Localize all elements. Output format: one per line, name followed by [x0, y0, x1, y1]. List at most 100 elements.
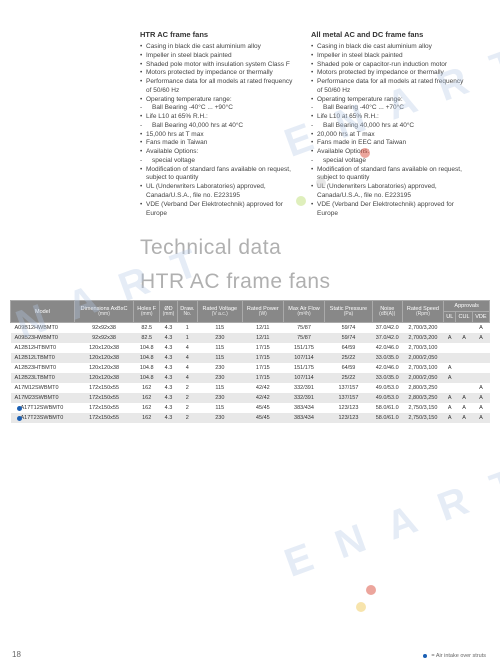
table-cell: 49.0/53.0 [372, 393, 402, 403]
table-row: A17T23SWBMT0172x150x551624.3223045/45383… [11, 413, 490, 423]
watermark: E N A R T [279, 458, 500, 586]
table-cell: A12B23LTBMT0 [11, 373, 75, 383]
table-cell [472, 373, 489, 383]
table-row: A17M12SWBMT0172x150x551624.3211542/42332… [11, 383, 490, 393]
th: UL [444, 312, 456, 323]
table-cell: A [472, 333, 489, 343]
table-cell: 162 [134, 403, 160, 413]
specs-item: Impeller in steel black painted [311, 52, 470, 61]
table-cell: 42/42 [242, 383, 283, 393]
table-cell: 45/45 [242, 403, 283, 413]
specs-item: Ball Bearing 40,000 hrs at 40°C [311, 122, 470, 131]
table-cell: 58.0/61.0 [372, 413, 402, 423]
table-cell: 230 [197, 393, 242, 403]
specs-item: Fans made in Taiwan [140, 139, 299, 148]
table-cell: 42/42 [242, 393, 283, 403]
table-cell: 2,800/3,250 [402, 383, 444, 393]
table-cell: 120x120x38 [74, 353, 133, 363]
th: Max Air Flow(m³/h) [284, 301, 325, 323]
table-cell: A [444, 413, 456, 423]
specs-item: Casing in black die cast aluminium alloy [140, 43, 299, 52]
legend-dot-icon [423, 654, 427, 658]
specs-item: Ball Bearing 40,000 hrs at 40°C [140, 122, 299, 131]
table-cell: 45/45 [242, 413, 283, 423]
table-cell: 4 [177, 343, 197, 353]
table-cell: A [456, 413, 473, 423]
specs-list-left: Casing in black die cast aluminium alloy… [140, 43, 299, 218]
specs-item: Ball Bearing -40°C ... +90°C [140, 104, 299, 113]
table-cell: 4.3 [160, 343, 177, 353]
table-cell: 172x150x55 [74, 413, 133, 423]
table-row: A09B12HWBMT092x92x3882.54.3111512/1175/8… [11, 323, 490, 334]
th: Rated Voltage(V a.c.) [197, 301, 242, 323]
table-cell: A [456, 333, 473, 343]
table-cell: 58.0/61.0 [372, 403, 402, 413]
specs-item: Life L10 at 65% R.H.: [140, 113, 299, 122]
section-title-2: HTR AC frame fans [0, 262, 500, 296]
th: VDE [472, 312, 489, 323]
table-cell: A [472, 403, 489, 413]
table-cell: 2,700/3,100 [402, 363, 444, 373]
table-cell: A [472, 413, 489, 423]
table-cell: 17/15 [242, 373, 283, 383]
table-cell [472, 363, 489, 373]
decorative-dot [366, 585, 376, 595]
table-cell: 120x120x38 [74, 343, 133, 353]
table-cell: 230 [197, 373, 242, 383]
specs-item: Performance data for all models at rated… [140, 78, 299, 96]
table-cell: 59/74 [325, 333, 373, 343]
specs-item: Fans made in EEC and Taiwan [311, 139, 470, 148]
table-cell: 332/391 [284, 393, 325, 403]
table-cell: 104.8 [134, 343, 160, 353]
table-cell: 25/22 [325, 353, 373, 363]
table-cell: 123/123 [325, 413, 373, 423]
specs-list-right: Casing in black die cast aluminium alloy… [311, 43, 470, 218]
table-cell: 33.0/35.0 [372, 353, 402, 363]
specs-item: Modification of standard fans available … [140, 166, 299, 184]
decorative-dot [296, 196, 306, 206]
table-cell: 172x150x55 [74, 393, 133, 403]
table-cell: 1 [177, 323, 197, 334]
th: Draw.No. [177, 301, 197, 323]
table-cell: 2 [177, 383, 197, 393]
table-cell: 4.3 [160, 333, 177, 343]
tech-table: ModelDimensions AxBxC(mm)Holes F(mm)ØD(m… [10, 300, 490, 423]
specs-item: 20,000 hrs at T max [311, 131, 470, 140]
table-cell: 383/434 [284, 403, 325, 413]
table-cell: 82.5 [134, 333, 160, 343]
specs-item: Casing in black die cast aluminium alloy [311, 43, 470, 52]
specs-item: special voltage [140, 157, 299, 166]
table-cell: 2,700/3,100 [402, 343, 444, 353]
table-cell: 172x150x55 [74, 403, 133, 413]
table-cell: 64/59 [325, 363, 373, 373]
table-cell: A17T12SWBMT0 [11, 403, 75, 413]
table-cell: 4 [177, 373, 197, 383]
table-cell [456, 323, 473, 334]
specs-item: VDE (Verband Der Elektrotechnik) approve… [311, 201, 470, 219]
table-cell: 137/157 [325, 383, 373, 393]
table-cell: A17M12SWBMT0 [11, 383, 75, 393]
table-cell: 115 [197, 323, 242, 334]
table-cell: 49.0/53.0 [372, 383, 402, 393]
table-row: A17T12SWBMT0172x150x551624.3211545/45383… [11, 403, 490, 413]
page-number: 18 [12, 650, 21, 659]
table-cell [444, 383, 456, 393]
table-cell: A17T23SWBMT0 [11, 413, 75, 423]
specs-item: UL (Underwriters Laboratories) approved,… [140, 183, 299, 201]
table-cell: 25/22 [325, 373, 373, 383]
table-cell: 2,700/3,200 [402, 333, 444, 343]
table-row: A09B23HWBMT092x92x3882.54.3123012/1175/8… [11, 333, 490, 343]
table-cell: 2,750/3,150 [402, 413, 444, 423]
table-cell: A [444, 403, 456, 413]
tech-table-body: A09B12HWBMT092x92x3882.54.3111512/1175/8… [11, 323, 490, 424]
table-cell: 75/87 [284, 323, 325, 334]
specs-item: Impeller in steel black painted [140, 52, 299, 61]
table-cell: 4.3 [160, 323, 177, 334]
table-cell: 162 [134, 393, 160, 403]
table-cell: 2 [177, 413, 197, 423]
table-row: A17M23SWBMT0172x150x551624.3223042/42332… [11, 393, 490, 403]
table-cell: 12/11 [242, 323, 283, 334]
table-cell: A12B12HTBMT0 [11, 343, 75, 353]
row-indicator-dot [17, 406, 22, 411]
table-cell: 4.3 [160, 383, 177, 393]
